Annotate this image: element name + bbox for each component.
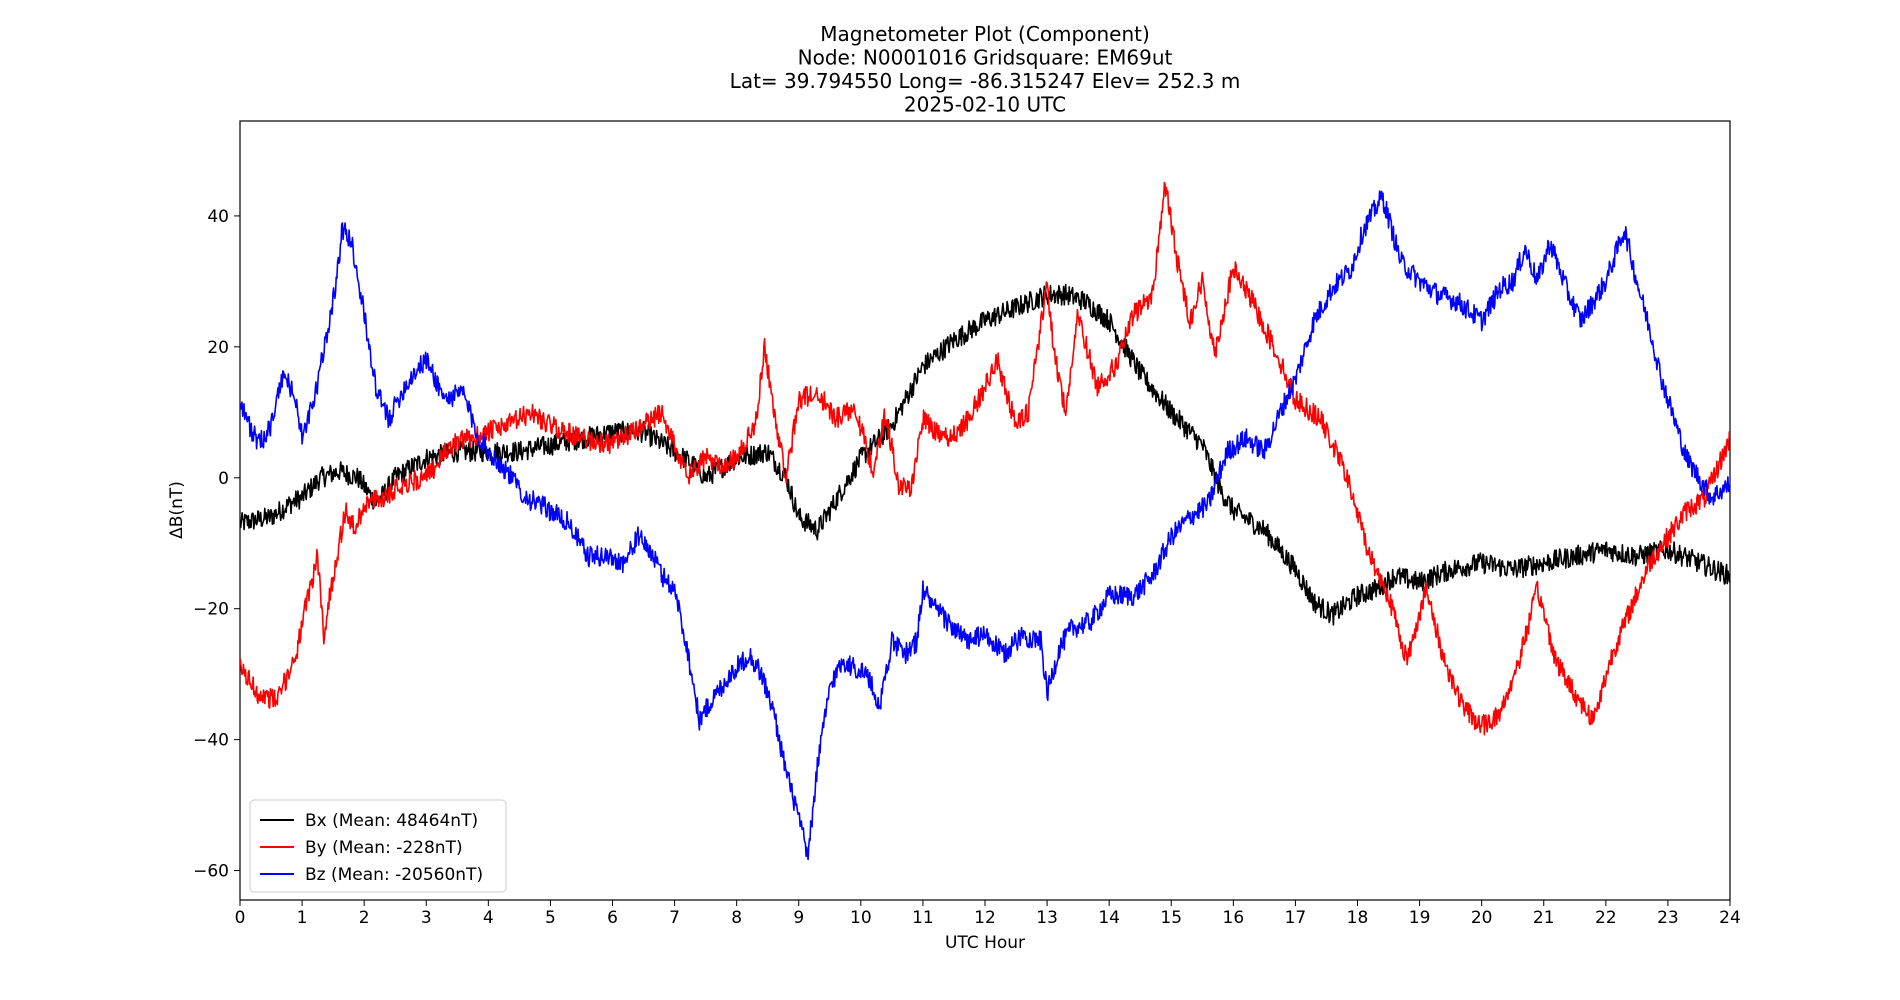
series-lines xyxy=(240,181,1730,861)
x-tick-label: 22 xyxy=(1595,908,1617,928)
y-tick-label: 40 xyxy=(207,207,229,227)
y-tick-label: 20 xyxy=(207,338,229,358)
series-line-by xyxy=(240,181,1730,736)
y-tick-label: −20 xyxy=(193,600,229,620)
title-line: Lat= 39.794550 Long= -86.315247 Elev= 25… xyxy=(730,69,1241,93)
title-line: Magnetometer Plot (Component) xyxy=(820,22,1150,46)
x-axis-label: UTC Hour xyxy=(945,933,1025,953)
x-tick-label: 12 xyxy=(974,908,996,928)
x-tick-label: 13 xyxy=(1036,908,1058,928)
legend-box xyxy=(249,799,507,893)
x-axis: 0 1 2 3 4 5 6 7 8 9 10 11 12 13 14 15 16 17 18 19 20 21 22 23 24 xyxy=(235,900,1741,928)
x-tick-label: 16 xyxy=(1223,908,1245,928)
x-tick-label: 21 xyxy=(1533,908,1555,928)
x-tick-label: 7 xyxy=(669,908,680,928)
x-tick-label: 14 xyxy=(1098,908,1120,928)
title-line: Node: N0001016 Gridsquare: EM69ut xyxy=(798,46,1173,70)
y-axis: 40 20 0 −20 −40 −60 xyxy=(193,207,240,882)
plot-area-frame xyxy=(239,120,1731,901)
x-tick-label: 20 xyxy=(1471,908,1493,928)
x-tick-label: 18 xyxy=(1347,908,1369,928)
y-axis-label: ΔB(nT) xyxy=(167,481,187,539)
y-tick-label: 0 xyxy=(218,469,229,489)
x-tick-label: 15 xyxy=(1160,908,1182,928)
x-tick-label: 24 xyxy=(1719,908,1741,928)
x-tick-label: 1 xyxy=(297,908,308,928)
chart-title: Magnetometer Plot (Component)Node: N0001… xyxy=(730,22,1241,117)
legend: Bx (Mean: 48464nT) By (Mean: -228nT) Bz (M… xyxy=(249,799,507,893)
legend-entry-label: Bz (Mean: -20560nT) xyxy=(305,865,483,885)
x-tick-label: 19 xyxy=(1409,908,1431,928)
legend-entry-label: Bx (Mean: 48464nT) xyxy=(305,811,478,831)
x-tick-label: 2 xyxy=(359,908,370,928)
x-tick-label: 5 xyxy=(545,908,556,928)
x-tick-label: 23 xyxy=(1657,908,1679,928)
x-tick-label: 3 xyxy=(421,908,432,928)
y-tick-label: −60 xyxy=(193,862,229,882)
y-tick-label: −40 xyxy=(193,731,229,751)
x-tick-label: 4 xyxy=(483,908,494,928)
x-tick-label: 17 xyxy=(1285,908,1307,928)
x-tick-label: 10 xyxy=(850,908,872,928)
x-tick-label: 9 xyxy=(793,908,804,928)
x-tick-label: 6 xyxy=(607,908,618,928)
series-line-bz xyxy=(240,190,1730,861)
x-tick-label: 11 xyxy=(912,908,934,928)
x-tick-label: 0 xyxy=(235,908,246,928)
title-line: 2025-02-10 UTC xyxy=(904,93,1066,117)
legend-entry-label: By (Mean: -228nT) xyxy=(305,838,463,858)
x-tick-label: 8 xyxy=(731,908,742,928)
